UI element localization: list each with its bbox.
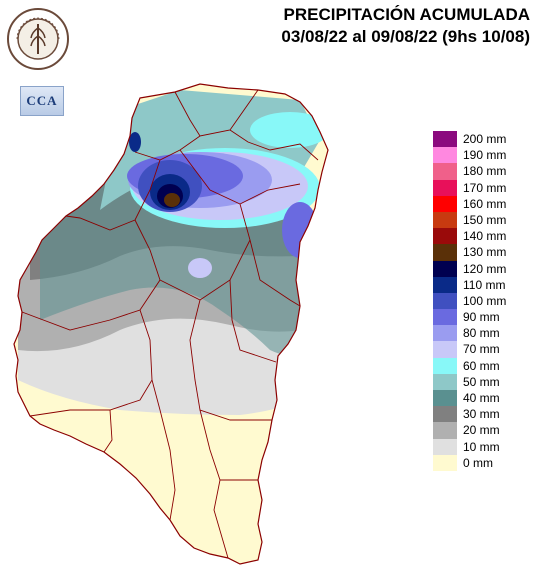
legend-item: 20 mm xyxy=(433,422,533,439)
legend-swatch xyxy=(433,438,457,455)
legend-label: 200 mm xyxy=(463,132,507,146)
cca-logo-text: CCA xyxy=(26,93,58,108)
map-title: PRECIPITACIÓN ACUMULADA xyxy=(283,5,531,24)
legend-item: 100 mm xyxy=(433,292,533,310)
legend-item: 120 mm xyxy=(433,260,533,277)
legend-item: 180 mm xyxy=(433,163,533,180)
legend-item: 60 mm xyxy=(433,357,533,374)
legend-swatch xyxy=(433,163,457,180)
legend-item: 40 mm xyxy=(433,390,533,407)
legend-label: 100 mm xyxy=(463,293,507,308)
header: PRECIPITACIÓN ACUMULADA 03/08/22 al 09/0… xyxy=(200,4,530,48)
legend-label: 70 mm xyxy=(463,342,500,357)
legend-swatch xyxy=(433,260,457,277)
legend-item: 10 mm xyxy=(433,438,533,455)
legend-swatch xyxy=(433,422,457,439)
legend-swatch xyxy=(433,406,457,423)
legend-swatch xyxy=(433,211,457,229)
legend-swatch xyxy=(433,228,457,245)
legend-label: 140 mm xyxy=(463,229,507,244)
legend-label: 150 mm xyxy=(463,212,507,227)
legend-swatch xyxy=(433,195,457,212)
legend: 200 mm 190 mm 180 mm 170 mm 160 mm 150 mm 140 … xyxy=(433,131,533,471)
legend-label: 130 mm xyxy=(463,245,507,260)
legend-item: 130 mm xyxy=(433,244,533,261)
legend-label: 120 mm xyxy=(463,261,507,276)
legend-swatch xyxy=(433,309,457,326)
legend-item: 0 mm xyxy=(433,454,533,471)
legend-item: 200 mm xyxy=(433,131,533,148)
legend-label: 0 mm xyxy=(463,455,493,470)
legend-label: 80 mm xyxy=(463,326,500,341)
legend-item: 90 mm xyxy=(433,309,533,326)
legend-swatch xyxy=(433,325,457,342)
precipitation-map xyxy=(0,80,340,576)
legend-label: 90 mm xyxy=(463,310,500,325)
legend-item: 30 mm xyxy=(433,406,533,423)
legend-swatch xyxy=(433,276,457,293)
legend-swatch xyxy=(433,292,457,310)
legend-label: 30 mm xyxy=(463,407,500,422)
legend-swatch xyxy=(433,244,457,261)
legend-label: 160 mm xyxy=(463,196,507,211)
legend-swatch xyxy=(433,147,457,164)
legend-item: 70 mm xyxy=(433,341,533,358)
legend-swatch xyxy=(433,341,457,358)
legend-label: 110 mm xyxy=(463,277,506,292)
legend-item: 160 mm xyxy=(433,195,533,212)
legend-item: 170 mm xyxy=(433,179,533,196)
legend-item: 140 mm xyxy=(433,228,533,245)
legend-item: 190 mm xyxy=(433,147,533,164)
legend-item: 110 mm xyxy=(433,276,533,293)
legend-label: 170 mm xyxy=(463,180,507,195)
legend-label: 60 mm xyxy=(463,358,500,373)
legend-swatch xyxy=(433,131,457,148)
legend-swatch xyxy=(433,454,457,471)
legend-label: 190 mm xyxy=(463,148,507,163)
map-subtitle: 03/08/22 al 09/08/22 (9hs 10/08) xyxy=(281,27,530,46)
legend-item: 150 mm xyxy=(433,211,533,229)
legend-label: 50 mm xyxy=(463,374,500,389)
legend-label: 20 mm xyxy=(463,423,500,438)
bolsa-cereales-logo xyxy=(5,6,71,72)
legend-label: 10 mm xyxy=(463,439,500,454)
legend-swatch xyxy=(433,179,457,196)
legend-swatch xyxy=(433,373,457,390)
legend-swatch xyxy=(433,357,457,374)
legend-label: 40 mm xyxy=(463,391,500,405)
cca-logo: CCA xyxy=(20,86,64,116)
legend-item: 50 mm xyxy=(433,373,533,390)
legend-item: 80 mm xyxy=(433,325,533,342)
legend-label: 180 mm xyxy=(463,164,507,179)
legend-swatch xyxy=(433,390,457,407)
